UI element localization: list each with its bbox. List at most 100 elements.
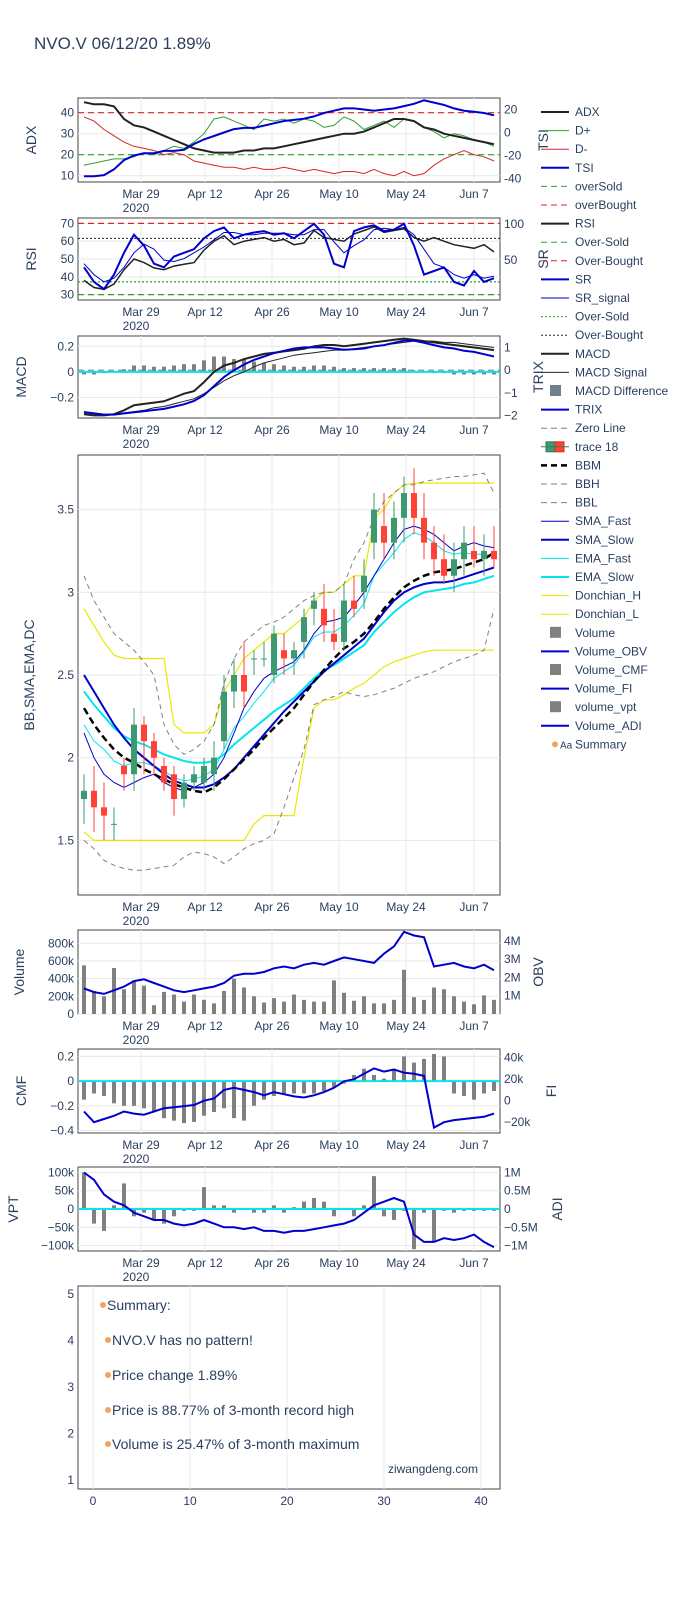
summary-y-tick: 3 bbox=[67, 1380, 74, 1394]
legend-donchian-h: Donchian_H bbox=[575, 589, 641, 603]
x-tick-label: Apr 26 bbox=[254, 1138, 290, 1152]
candle-body bbox=[471, 550, 477, 560]
x-tick-label: Mar 29 bbox=[122, 900, 160, 914]
x-tick-label: May 24 bbox=[386, 1256, 426, 1270]
vpt-bar bbox=[362, 1205, 366, 1209]
x-tick-label: May 24 bbox=[386, 1138, 426, 1152]
summary-line: Summary: bbox=[107, 1297, 171, 1313]
macd-axis-title: MACD bbox=[13, 356, 29, 397]
legend-d-: D+ bbox=[575, 124, 591, 138]
x-year-label: 2020 bbox=[123, 1033, 150, 1047]
volume-bar bbox=[92, 991, 96, 1014]
legend-ema-slow: EMA_Slow bbox=[575, 570, 634, 584]
x-tick-label: Apr 12 bbox=[187, 423, 223, 437]
adi-y2-tick: 0 bbox=[504, 1202, 511, 1216]
candle-body bbox=[361, 575, 367, 593]
legend-overbought: overBought bbox=[575, 198, 637, 212]
sr-signal-line bbox=[83, 226, 495, 283]
x-tick-label: Mar 29 bbox=[122, 423, 160, 437]
x-tick-label: Mar 29 bbox=[122, 1256, 160, 1270]
macd-diff-bar bbox=[332, 366, 336, 372]
legend-macd: MACD bbox=[575, 347, 611, 361]
obv-axis-title: OBV bbox=[530, 957, 546, 987]
legend-zero-line: Zero Line bbox=[575, 421, 626, 435]
trix-y2-tick: 1 bbox=[504, 340, 511, 354]
volume-bar bbox=[272, 998, 276, 1014]
macd-diff-bar bbox=[272, 364, 276, 372]
x-tick-label: Apr 12 bbox=[187, 1256, 223, 1270]
tsi-axis-title: TSI bbox=[535, 129, 551, 151]
cmf-bar bbox=[192, 1081, 196, 1122]
bbh-line bbox=[83, 472, 495, 756]
x-tick-label: Apr 26 bbox=[254, 423, 290, 437]
volume-bar bbox=[172, 994, 176, 1014]
legend-volume-adi: Volume_ADI bbox=[575, 719, 642, 733]
summary-line: Volume is 25.47% of 3-month maximum bbox=[112, 1436, 359, 1452]
cmf-bar bbox=[452, 1081, 456, 1094]
price-y-tick: 3 bbox=[67, 585, 74, 599]
x-tick-label: Apr 12 bbox=[187, 305, 223, 319]
cmf-bar bbox=[102, 1081, 106, 1096]
cmf-bar bbox=[172, 1081, 176, 1121]
candle-body bbox=[291, 650, 297, 659]
vpt-bar bbox=[322, 1201, 326, 1209]
legend-macd-difference: MACD Difference bbox=[575, 384, 668, 398]
x-tick-label: Apr 12 bbox=[187, 1019, 223, 1033]
trix-axis-title: TRIX bbox=[530, 360, 546, 393]
adx-y-tick: 10 bbox=[61, 169, 75, 183]
macd-diff-bar bbox=[142, 365, 146, 372]
cmf-y-tick: 0 bbox=[67, 1074, 74, 1088]
trix-y2-tick: 0 bbox=[504, 363, 511, 377]
volume-bar bbox=[392, 999, 396, 1014]
legend-bbm: BBM bbox=[575, 458, 601, 472]
adi-line bbox=[83, 1171, 495, 1249]
candle-body bbox=[91, 790, 97, 808]
legend-bbl: BBL bbox=[575, 496, 598, 510]
cmf-bar bbox=[252, 1081, 256, 1106]
vpt-bar bbox=[412, 1209, 416, 1250]
vpt-bar bbox=[82, 1172, 86, 1209]
x-tick-label: Mar 29 bbox=[122, 187, 160, 201]
candle-body bbox=[151, 741, 157, 758]
volume-y-tick: 200k bbox=[48, 989, 75, 1003]
legend-over-bought: Over-Bought bbox=[575, 254, 644, 268]
cmf-bar bbox=[182, 1081, 186, 1124]
cmf-bar bbox=[482, 1081, 486, 1094]
candle-body bbox=[181, 782, 187, 800]
summary-bullet bbox=[105, 1337, 111, 1343]
volume-bar bbox=[372, 1003, 376, 1014]
obv-y2-tick: 4M bbox=[504, 934, 521, 948]
candle-body bbox=[161, 765, 167, 783]
candle-body bbox=[451, 559, 457, 576]
x-tick-label: May 10 bbox=[319, 900, 359, 914]
legend-volume-vpt-swatch bbox=[550, 701, 561, 713]
volume-bar bbox=[142, 985, 146, 1014]
d-minus-line bbox=[83, 116, 495, 177]
fi-y2-tick: 0 bbox=[504, 1094, 511, 1108]
candle-body bbox=[121, 765, 127, 775]
vpt-bar bbox=[252, 1209, 256, 1213]
legend-bbh: BBH bbox=[575, 477, 600, 491]
summary-y-tick: 2 bbox=[67, 1427, 74, 1441]
volume-bar bbox=[152, 1005, 156, 1014]
cmf-bar bbox=[472, 1081, 476, 1100]
x-year-label: 2020 bbox=[123, 914, 150, 928]
volume-bar bbox=[102, 996, 106, 1014]
x-tick-label: May 10 bbox=[319, 423, 359, 437]
legend-trix: TRIX bbox=[575, 403, 602, 417]
fi-y2-tick: 20k bbox=[504, 1072, 524, 1086]
legend-ema-fast: EMA_Fast bbox=[575, 551, 632, 565]
tsi-y2-tick: -40 bbox=[504, 172, 522, 186]
macd-diff-bar bbox=[202, 360, 206, 372]
macd-diff-bar bbox=[482, 371, 486, 375]
summary-y-tick: 4 bbox=[67, 1334, 74, 1348]
candle-body bbox=[101, 807, 107, 816]
macd-y-tick: 0.2 bbox=[57, 339, 74, 353]
cmf-bar bbox=[132, 1081, 136, 1106]
x-tick-label: May 24 bbox=[386, 305, 426, 319]
candle-body bbox=[371, 509, 377, 543]
trix-y2-tick: −1 bbox=[504, 386, 518, 400]
summary-bullet bbox=[105, 1407, 111, 1413]
cmf-bar bbox=[322, 1081, 326, 1091]
